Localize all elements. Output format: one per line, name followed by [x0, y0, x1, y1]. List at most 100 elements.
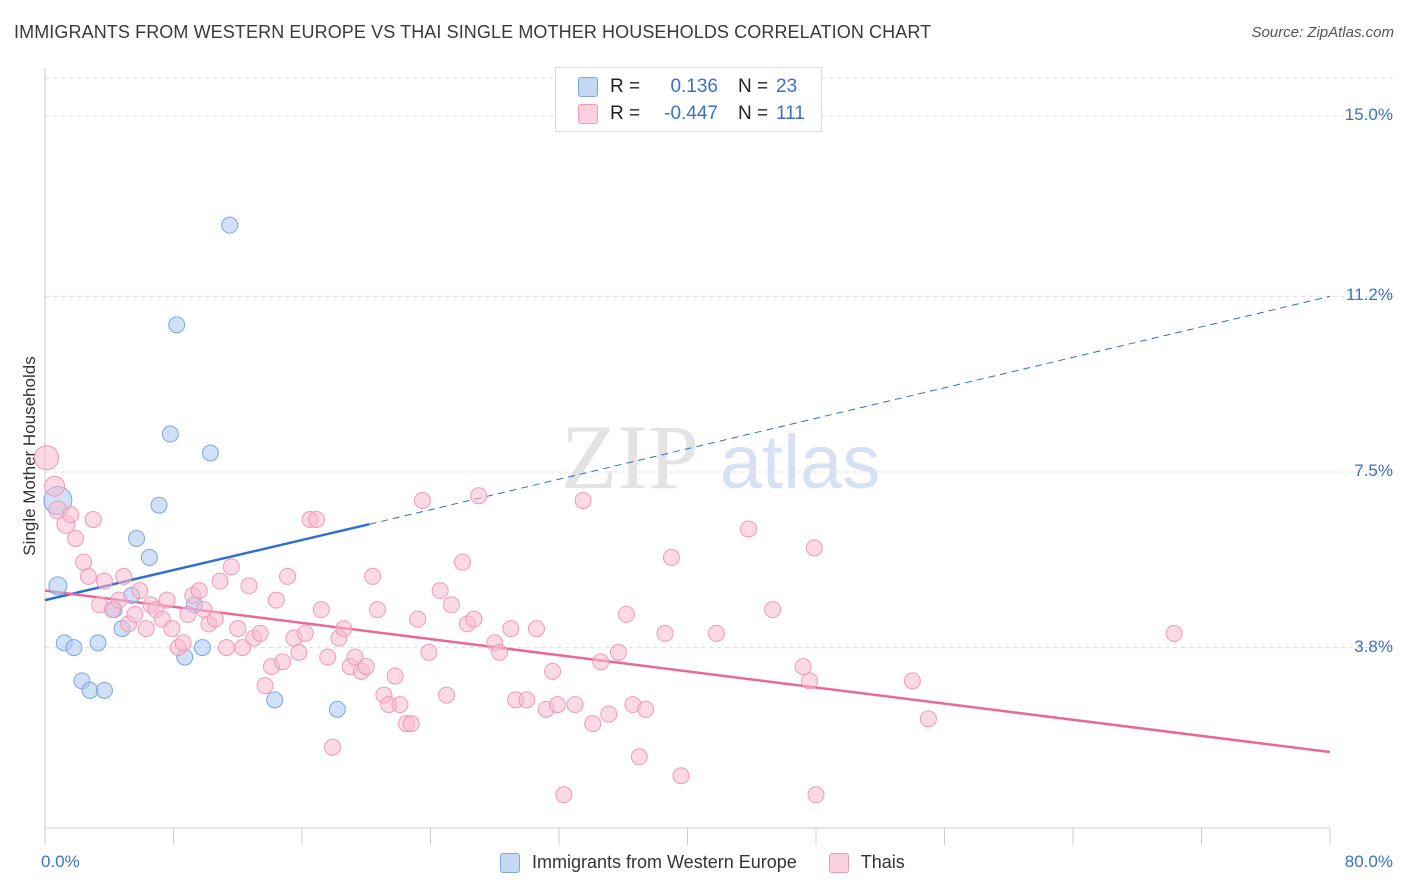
- point-thais: [805, 539, 823, 557]
- point-thais: [672, 767, 690, 785]
- point-thais: [67, 529, 85, 547]
- point-thais: [137, 620, 155, 638]
- point-thais: [62, 506, 80, 524]
- point-thais: [402, 715, 420, 733]
- point-thais: [637, 700, 655, 718]
- watermark-atlas: atlas: [720, 420, 881, 505]
- y-tick-label: 7.5%: [1354, 460, 1393, 480]
- y-tick-label: 11.2%: [1346, 285, 1393, 305]
- point-thais: [174, 634, 192, 652]
- point-thais: [34, 445, 60, 471]
- legend-stats-row-pink: R = -0.447 N = 111: [578, 102, 805, 126]
- point-thais: [584, 715, 602, 733]
- point-thais: [409, 610, 427, 628]
- point-thais: [319, 648, 337, 666]
- point-western-europe: [168, 316, 186, 334]
- point-thais: [324, 738, 342, 756]
- legend-stats: R = 0.136 N = 23 R = -0.447 N = 111: [555, 67, 822, 132]
- point-thais: [662, 548, 680, 566]
- point-thais: [617, 605, 635, 623]
- point-thais: [555, 786, 573, 804]
- trend-line-thais: [44, 589, 1331, 754]
- point-western-europe: [150, 496, 168, 514]
- point-thais: [158, 591, 176, 609]
- point-thais: [630, 748, 648, 766]
- point-thais: [279, 567, 297, 585]
- point-thais: [470, 487, 488, 505]
- point-thais: [438, 686, 456, 704]
- point-thais: [413, 491, 431, 509]
- point-thais: [296, 624, 314, 642]
- y-tick-label: 3.8%: [1354, 636, 1393, 656]
- point-thais: [491, 643, 509, 661]
- point-thais: [386, 667, 404, 685]
- chart-title: IMMIGRANTS FROM WESTERN EUROPE VS THAI S…: [14, 22, 932, 42]
- point-thais: [600, 705, 618, 723]
- legend-swatch-thais: [828, 852, 849, 873]
- point-western-europe: [266, 691, 284, 709]
- legend-swatch-blue: [578, 77, 598, 97]
- point-thais: [218, 639, 236, 657]
- legend-n-value: 111: [776, 103, 805, 124]
- point-thais: [518, 691, 536, 709]
- point-thais: [251, 624, 269, 642]
- point-western-europe: [193, 639, 211, 657]
- point-thais: [290, 643, 308, 661]
- watermark-zip: ZIP: [561, 406, 699, 508]
- point-western-europe: [140, 548, 158, 566]
- legend-r-label: R =: [610, 76, 641, 97]
- point-thais: [420, 643, 438, 661]
- legend-label-western-europe: Immigrants from Western Europe: [532, 852, 797, 872]
- point-thais: [391, 696, 409, 714]
- point-thais: [656, 624, 674, 642]
- legend-n-value: 23: [776, 76, 798, 97]
- watermark: ZIP atlas: [561, 406, 880, 508]
- point-western-europe: [221, 216, 239, 234]
- point-thais: [431, 582, 449, 600]
- point-thais: [79, 567, 97, 585]
- point-thais: [229, 620, 247, 638]
- point-western-europe: [89, 634, 107, 652]
- point-thais: [44, 475, 66, 497]
- point-thais: [794, 658, 812, 676]
- point-western-europe: [95, 681, 113, 699]
- point-western-europe: [65, 639, 83, 657]
- point-thais: [267, 591, 285, 609]
- x-tick-label: 0.0%: [41, 852, 80, 871]
- point-thais: [502, 620, 520, 638]
- point-thais: [211, 572, 229, 590]
- point-thais: [115, 567, 133, 585]
- point-thais: [919, 710, 937, 728]
- point-thais: [131, 582, 149, 600]
- point-thais: [206, 610, 224, 628]
- point-thais: [1165, 624, 1183, 642]
- legend-label-thais: Thais: [860, 852, 905, 872]
- point-thais: [179, 605, 197, 623]
- legend-item-thais: Thais: [828, 852, 905, 873]
- point-thais: [574, 491, 592, 509]
- legend-r-label: R =: [610, 103, 641, 124]
- point-thais: [528, 620, 546, 638]
- point-thais: [335, 620, 353, 638]
- point-thais: [274, 653, 292, 671]
- legend-r-value: -0.447: [664, 103, 718, 124]
- point-thais: [312, 601, 330, 619]
- point-thais: [609, 643, 627, 661]
- point-thais: [95, 572, 113, 590]
- point-thais: [566, 696, 584, 714]
- legend-item-western-europe: Immigrants from Western Europe: [500, 852, 797, 873]
- point-thais: [126, 605, 144, 623]
- point-thais: [454, 553, 472, 571]
- legend-stats-row-blue: R = 0.136 N = 23: [578, 75, 797, 99]
- point-thais: [357, 658, 375, 676]
- point-thais: [807, 786, 825, 804]
- point-thais: [307, 510, 325, 528]
- y-tick-label: 15.0%: [1344, 104, 1393, 124]
- point-thais: [544, 662, 562, 680]
- point-thais: [442, 596, 460, 614]
- point-thais: [110, 591, 128, 609]
- point-thais: [368, 601, 386, 619]
- point-western-europe: [128, 529, 146, 547]
- point-thais: [190, 582, 208, 600]
